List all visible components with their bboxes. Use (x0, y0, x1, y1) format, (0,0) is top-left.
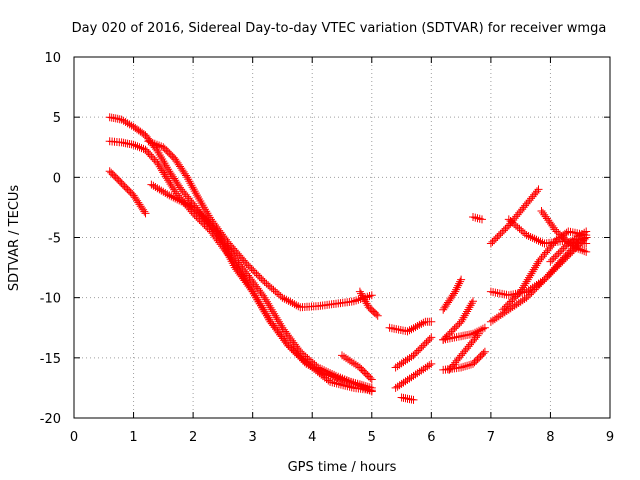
x-axis-label: GPS time / hours (288, 460, 397, 475)
x-tick-label: 6 (427, 430, 435, 445)
series-track-5 (105, 167, 150, 218)
x-tick-label: 4 (308, 430, 316, 445)
plus-marker-trail (439, 275, 466, 314)
series-track-16 (439, 347, 489, 374)
grid-lines (74, 57, 610, 418)
x-tick-label: 5 (368, 430, 376, 445)
series-track-24 (546, 227, 591, 266)
plus-marker-trail (355, 287, 382, 320)
series-track-10 (391, 359, 436, 392)
x-tick-label: 0 (70, 430, 78, 445)
y-axis-label: SDTVAR / TECUs (7, 185, 22, 292)
series-track-11 (397, 393, 418, 404)
series-track-17 (469, 213, 486, 224)
y-tick-label: -5 (48, 232, 61, 247)
series-track-9 (391, 333, 436, 372)
plus-marker-trail (105, 167, 150, 218)
series-track-18 (486, 185, 543, 248)
series-track-7 (338, 351, 376, 384)
x-tick-label: 8 (546, 430, 554, 445)
plus-marker-trail (391, 333, 436, 372)
y-tick-label: -15 (40, 352, 61, 367)
plus-marker-trail (144, 137, 376, 312)
y-tick-label: 0 (53, 171, 61, 186)
y-tick-label: 5 (53, 111, 61, 126)
plus-marker-trail (397, 393, 418, 404)
x-tick-label: 9 (606, 430, 614, 445)
x-tick-label: 3 (249, 430, 257, 445)
data-markers (105, 113, 591, 404)
plus-marker-trail (439, 347, 489, 374)
chart-title: Day 020 of 2016, Sidereal Day-to-day VTE… (72, 21, 607, 36)
series-track-12 (439, 275, 466, 314)
series-track-3 (144, 137, 376, 312)
plus-marker-trail (338, 351, 376, 384)
plus-marker-trail (486, 185, 543, 248)
x-tick-label: 1 (129, 430, 137, 445)
series-track-6 (355, 287, 382, 320)
series-track-8 (385, 317, 436, 336)
y-tick-label: -20 (40, 412, 61, 427)
x-tick-label: 2 (189, 430, 197, 445)
x-tick-label: 7 (487, 430, 495, 445)
series-track-4 (147, 180, 376, 395)
y-tick-label: -10 (40, 292, 61, 307)
plus-marker-trail (546, 227, 591, 266)
axis-ticks: 0 1 2 3 4 5 6 7 8 9 -20 -15 -10 -5 0 5 10 (40, 51, 614, 445)
plus-marker-trail (147, 180, 376, 395)
plus-marker-trail (385, 317, 436, 336)
y-tick-label: 10 (44, 51, 61, 66)
plus-marker-trail (391, 359, 436, 392)
plus-marker-trail (469, 213, 486, 224)
